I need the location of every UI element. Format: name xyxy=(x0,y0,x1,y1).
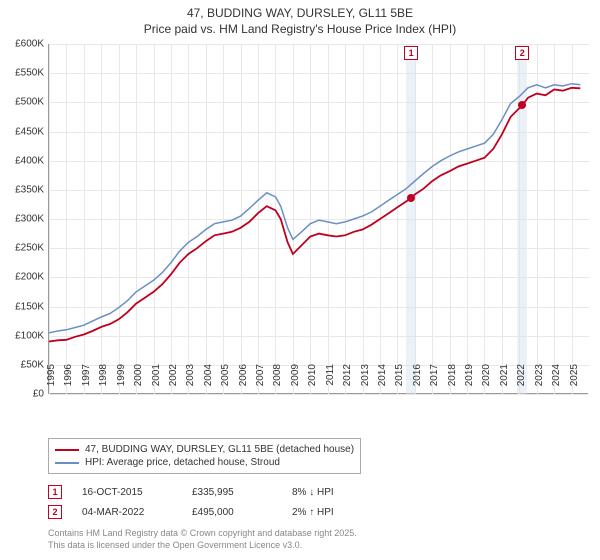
x-tick-label: 2010 xyxy=(307,364,318,398)
x-tick-label: 1995 xyxy=(46,364,57,398)
x-tick-label: 2001 xyxy=(151,364,162,398)
x-tick-label: 2021 xyxy=(499,364,510,398)
y-tick-label: £0 xyxy=(2,389,44,400)
x-tick-label: 2004 xyxy=(203,364,214,398)
series-hpi xyxy=(49,84,580,333)
marker-num-0: 1 xyxy=(48,485,62,499)
x-tick-label: 2025 xyxy=(569,364,580,398)
x-tick-label: 1998 xyxy=(98,364,109,398)
legend-row-1: HPI: Average price, detached house, Stro… xyxy=(55,456,354,469)
y-tick-label: £450K xyxy=(2,126,44,137)
x-tick-label: 2003 xyxy=(185,364,196,398)
marker-box: 1 xyxy=(404,46,418,60)
y-tick-label: £200K xyxy=(2,272,44,283)
x-tick-label: 2023 xyxy=(534,364,545,398)
chart-area: 12 £0£50K£100K£150K£200K£250K£300K£350K£… xyxy=(48,44,588,394)
x-tick-label: 1999 xyxy=(116,364,127,398)
x-tick-label: 1997 xyxy=(81,364,92,398)
x-tick-label: 2005 xyxy=(220,364,231,398)
x-tick-label: 2006 xyxy=(238,364,249,398)
y-tick-label: £550K xyxy=(2,68,44,79)
y-tick-label: £50K xyxy=(2,359,44,370)
legend: 47, BUDDING WAY, DURSLEY, GL11 5BE (deta… xyxy=(48,438,361,474)
legend-swatch-0 xyxy=(55,449,79,451)
y-tick-label: £500K xyxy=(2,97,44,108)
legend-label-0: 47, BUDDING WAY, DURSLEY, GL11 5BE (deta… xyxy=(85,444,354,455)
x-tick-label: 2013 xyxy=(360,364,371,398)
y-tick-label: £150K xyxy=(2,301,44,312)
marker-delta-1: 2% ↑ HPI xyxy=(292,507,372,518)
x-tick-label: 2017 xyxy=(429,364,440,398)
x-tick-label: 2015 xyxy=(394,364,405,398)
x-tick-label: 2020 xyxy=(481,364,492,398)
y-tick-label: £300K xyxy=(2,214,44,225)
x-tick-label: 2018 xyxy=(447,364,458,398)
x-tick-label: 2000 xyxy=(133,364,144,398)
marker-price-0: £335,995 xyxy=(192,487,272,498)
legend-label-1: HPI: Average price, detached house, Stro… xyxy=(85,457,280,468)
x-tick-label: 2022 xyxy=(516,364,527,398)
x-tick-label: 2014 xyxy=(377,364,388,398)
series-price_paid xyxy=(49,88,580,342)
x-tick-label: 2024 xyxy=(551,364,562,398)
title-block: 47, BUDDING WAY, DURSLEY, GL11 5BE Price… xyxy=(0,0,600,37)
marker-row-1: 2 04-MAR-2022 £495,000 2% ↑ HPI xyxy=(48,502,372,522)
marker-delta-0: 8% ↓ HPI xyxy=(292,487,372,498)
marker-dot xyxy=(407,194,415,202)
x-tick-label: 2016 xyxy=(412,364,423,398)
y-tick-label: £100K xyxy=(2,330,44,341)
x-tick-label: 2008 xyxy=(272,364,283,398)
y-tick-label: £600K xyxy=(2,39,44,50)
x-tick-label: 2002 xyxy=(168,364,179,398)
y-tick-label: £250K xyxy=(2,243,44,254)
x-tick-label: 2019 xyxy=(464,364,475,398)
attribution-line2: This data is licensed under the Open Gov… xyxy=(48,540,357,552)
marker-box: 2 xyxy=(515,46,529,60)
x-tick-label: 1996 xyxy=(63,364,74,398)
chart-container: 47, BUDDING WAY, DURSLEY, GL11 5BE Price… xyxy=(0,0,600,560)
attribution-line1: Contains HM Land Registry data © Crown c… xyxy=(48,528,357,540)
marker-num-1: 2 xyxy=(48,505,62,519)
marker-dot xyxy=(518,101,526,109)
marker-row-0: 1 16-OCT-2015 £335,995 8% ↓ HPI xyxy=(48,482,372,502)
x-tick-label: 2007 xyxy=(255,364,266,398)
title-line1: 47, BUDDING WAY, DURSLEY, GL11 5BE xyxy=(0,6,600,22)
x-tick-label: 2012 xyxy=(342,364,353,398)
title-line2: Price paid vs. HM Land Registry's House … xyxy=(0,22,600,38)
marker-table: 1 16-OCT-2015 £335,995 8% ↓ HPI 2 04-MAR… xyxy=(48,482,372,522)
plot-region: 12 xyxy=(48,44,588,394)
x-tick-label: 2011 xyxy=(325,364,336,398)
line-svg xyxy=(49,44,589,394)
x-tick-label: 2009 xyxy=(290,364,301,398)
attribution: Contains HM Land Registry data © Crown c… xyxy=(48,528,357,551)
marker-date-0: 16-OCT-2015 xyxy=(82,487,172,498)
legend-row-0: 47, BUDDING WAY, DURSLEY, GL11 5BE (deta… xyxy=(55,443,354,456)
legend-swatch-1 xyxy=(55,462,79,464)
marker-price-1: £495,000 xyxy=(192,507,272,518)
y-tick-label: £400K xyxy=(2,155,44,166)
marker-date-1: 04-MAR-2022 xyxy=(82,507,172,518)
y-tick-label: £350K xyxy=(2,184,44,195)
